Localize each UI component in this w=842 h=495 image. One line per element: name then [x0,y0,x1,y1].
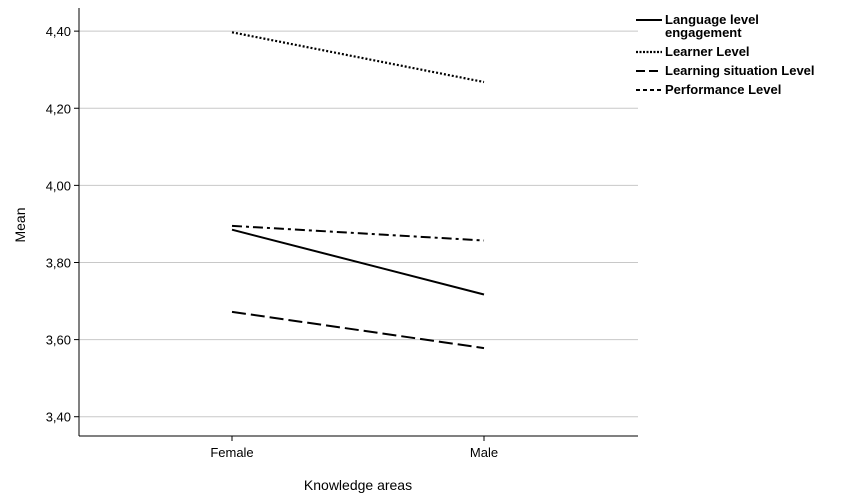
legend-label: Performance Level [665,82,781,97]
y-tick-label: 3,60 [46,333,71,348]
legend-label: Learning situation Level [665,63,815,78]
series-line [232,32,484,82]
tick-labels: 3,40 3,60 3,80 4,00 4,20 4,40 Female Male [46,24,498,460]
series-lines [232,32,484,348]
x-tick-label: Male [470,445,498,460]
axes [79,8,638,436]
y-axis-title: Mean [12,207,28,242]
y-tick-label: 4,40 [46,24,71,39]
x-tick-label: Female [210,445,253,460]
y-tick-label: 4,20 [46,101,71,116]
x-axis-title: Knowledge areas [304,477,412,493]
y-tick-label: 3,40 [46,410,71,425]
legend: Language level engagement Learner Level Lea… [636,12,815,97]
grid-lines [79,31,638,417]
y-tick-label: 4,00 [46,178,71,193]
series-line [232,312,484,348]
legend-label: Learner Level [665,44,750,59]
y-tick-label: 3,80 [46,255,71,270]
legend-label: Language level engagement [665,12,759,40]
series-line [232,226,484,241]
